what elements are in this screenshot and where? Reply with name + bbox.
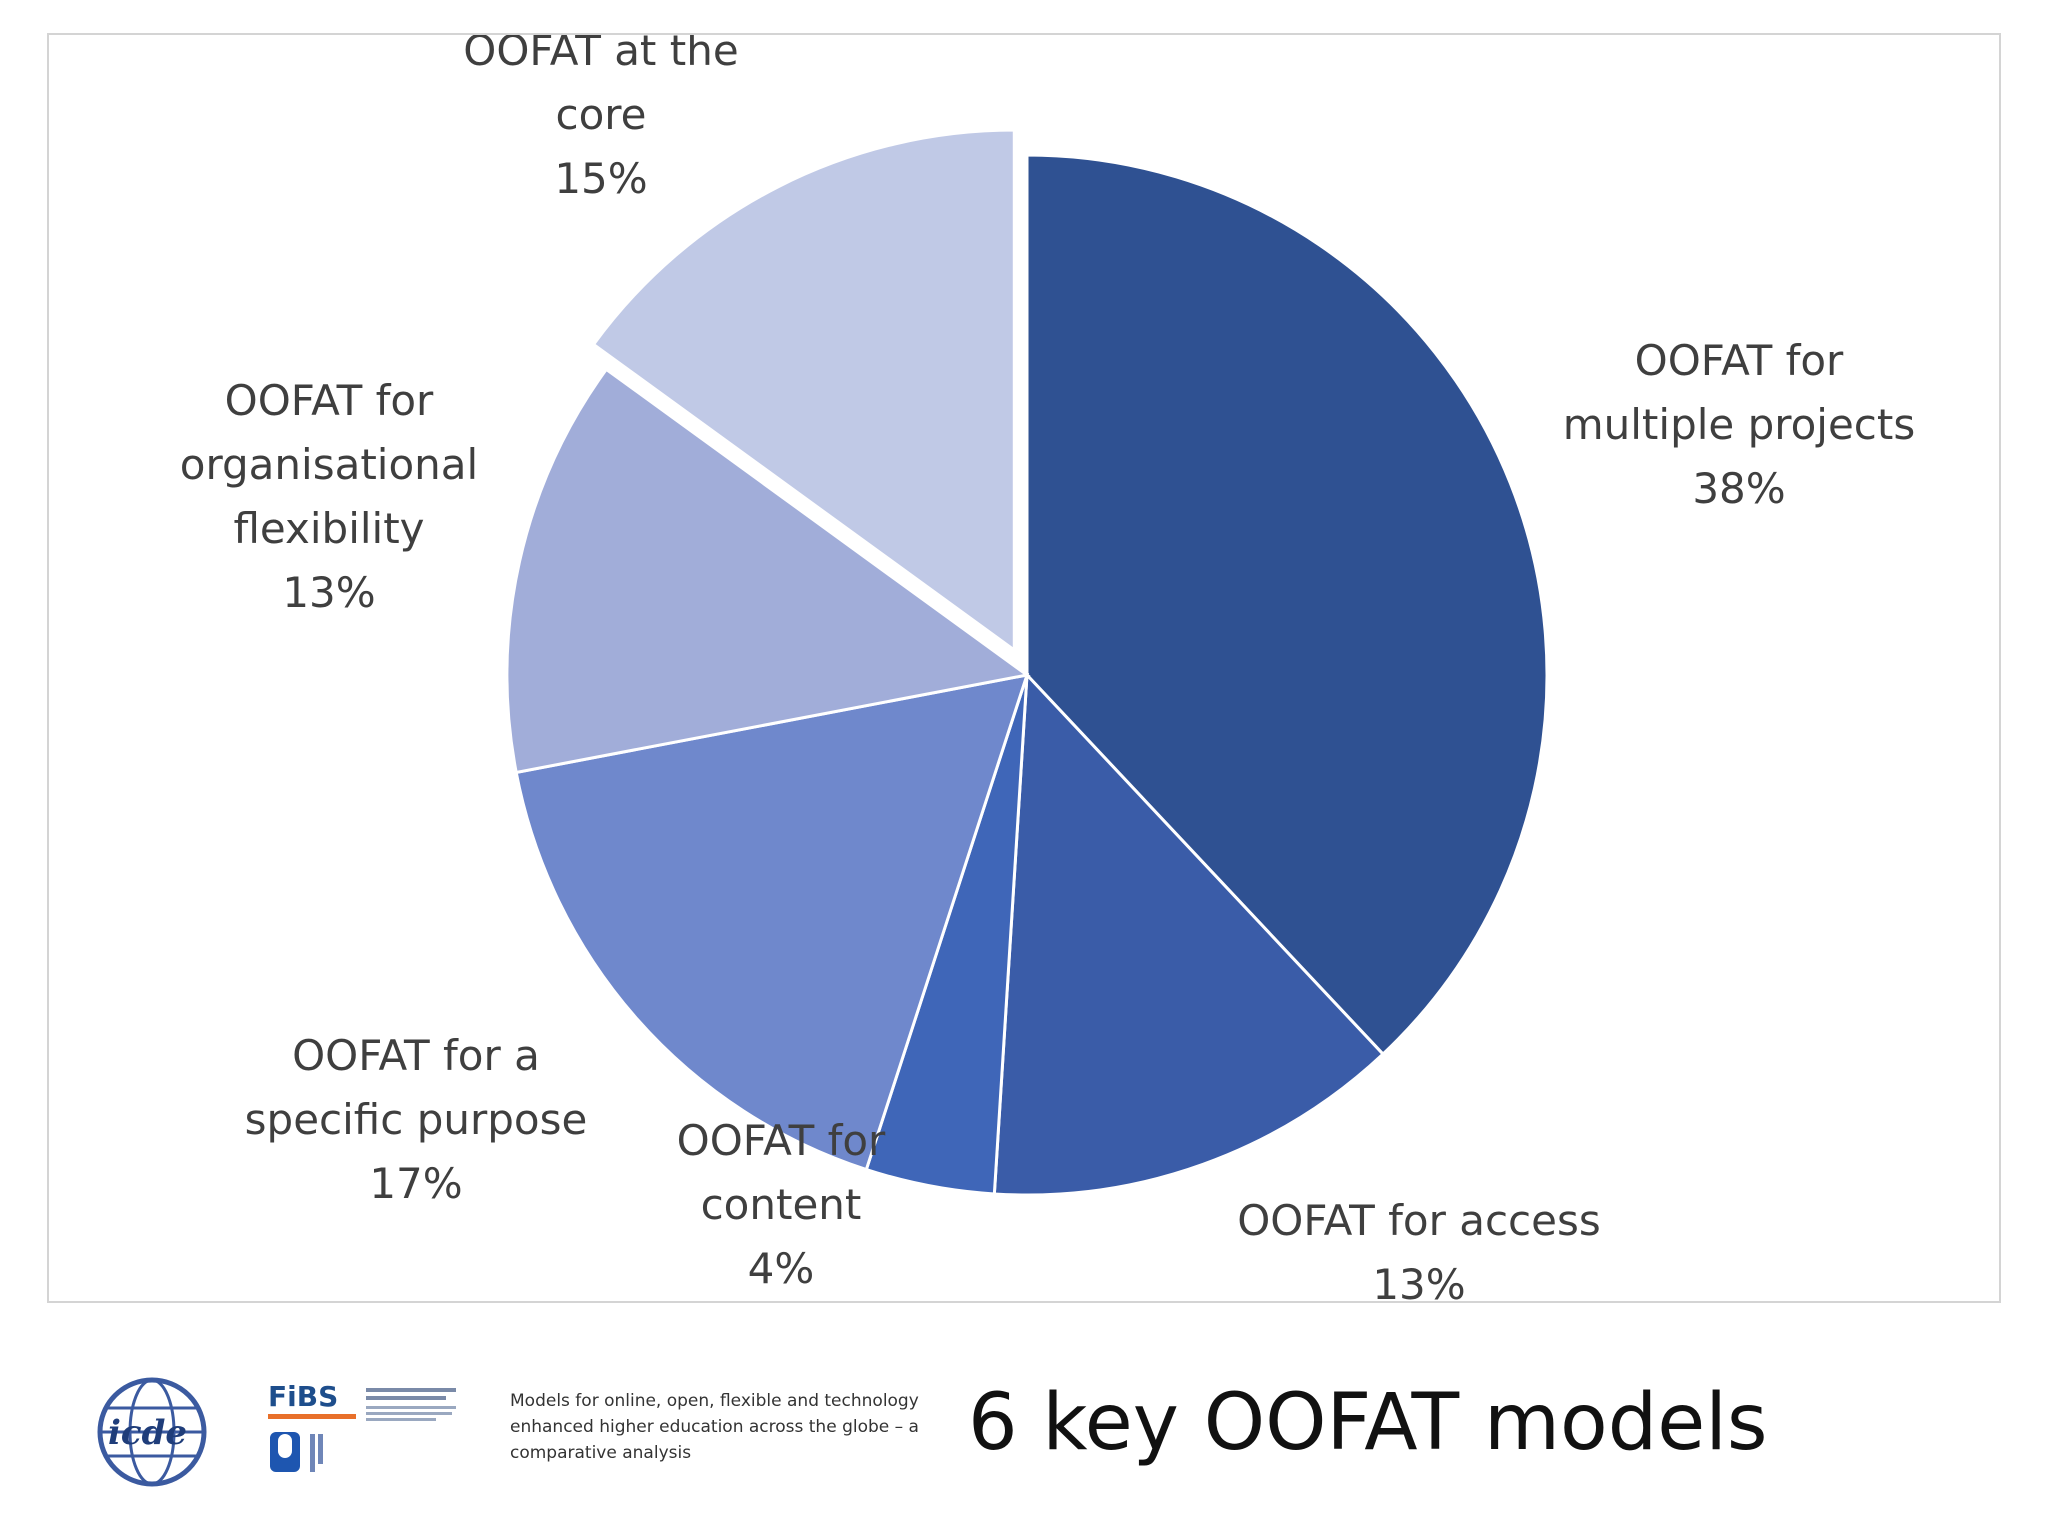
- slice-name-line: multiple projects: [1563, 400, 1916, 449]
- slice-name-line: OOFAT for a: [292, 1031, 540, 1080]
- chart-frame: OOFAT for multiple projects 38% OOFAT for a…: [47, 33, 2001, 1303]
- slice-label-3: OOFAT for content 4%: [677, 1116, 886, 1293]
- slice-label-2: OOFAT for access 13%: [1237, 1196, 1601, 1301]
- fibs-logo: FiBS: [268, 1380, 456, 1421]
- slide-title: 6 key OOFAT models: [968, 1378, 1768, 1468]
- slice-label-6: OOFAT at the core 15%: [463, 35, 738, 203]
- open-university-logo: [270, 1432, 323, 1472]
- slice-name-line: OOFAT for: [677, 1116, 886, 1165]
- icde-logo-text: icde: [108, 1413, 187, 1453]
- slice-label-1: OOFAT for multiple projects 38%: [1563, 336, 1916, 513]
- slice-name-line: flexibility: [233, 504, 424, 553]
- pie-slice-1: [1025, 153, 1549, 1057]
- slice-value-label: 38%: [1692, 464, 1785, 513]
- slice-value-label: 13%: [282, 568, 375, 617]
- pie-slices: [505, 128, 1549, 1197]
- slice-value-label: 13%: [1372, 1260, 1465, 1301]
- pie-labels: OOFAT for multiple projects 38% OOFAT for a…: [180, 35, 1915, 1301]
- pie-slice-6: [591, 128, 1016, 653]
- slice-label-5: OOFAT for organisational flexibility 13%: [180, 376, 478, 617]
- slice-name-line: content: [701, 1180, 862, 1229]
- slice-name-line: OOFAT at the: [463, 35, 738, 75]
- slice-name-line: specific purpose: [245, 1095, 588, 1144]
- pie-slice-5: [505, 367, 1031, 775]
- slice-value-label: 4%: [748, 1244, 815, 1293]
- footer-logos: icde FiBS: [97, 1377, 456, 1487]
- slice-value-label: 17%: [369, 1159, 462, 1208]
- slice-name-line: OOFAT for access: [1237, 1196, 1601, 1245]
- slice-label-4: OOFAT for a specific purpose 17%: [245, 1031, 588, 1208]
- slice-name-line: OOFAT for: [225, 376, 434, 425]
- slice-name-line: core: [556, 90, 647, 139]
- footer-description: Models for online, open, flexible and te…: [510, 1391, 919, 1463]
- slice-value-label: 15%: [554, 154, 647, 203]
- pie-slice-4: [514, 673, 1030, 1172]
- slice-name-line: OOFAT for: [1635, 336, 1844, 385]
- slice-name-line: organisational: [180, 440, 478, 489]
- fibs-logo-text: FiBS: [268, 1380, 338, 1413]
- icde-logo: icde: [97, 1377, 207, 1487]
- pie-slice-2: [992, 671, 1386, 1197]
- pie-chart: OOFAT for multiple projects 38% OOFAT for a…: [180, 35, 1915, 1301]
